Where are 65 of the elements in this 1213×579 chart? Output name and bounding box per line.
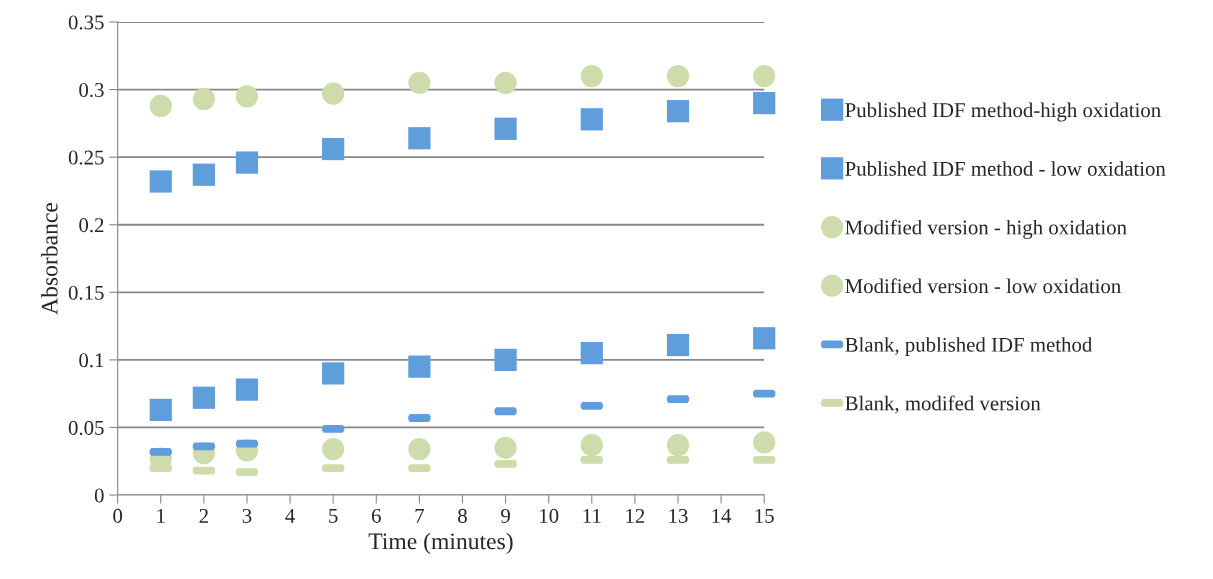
y-tick-label: 0.2 <box>79 218 104 233</box>
point <box>149 170 172 193</box>
x-axis-title: Time (minutes) <box>368 532 513 555</box>
x-tick-label: 5 <box>329 509 338 523</box>
point <box>753 431 776 454</box>
point <box>753 327 776 350</box>
x-tick-label: 11 <box>583 508 601 523</box>
y-tick-label: 0.15 <box>68 285 104 300</box>
y-axis-title: Absorbance <box>41 202 58 315</box>
point <box>494 436 517 459</box>
point <box>408 71 431 94</box>
x-tick-label: 9 <box>501 508 510 523</box>
x-tick-label: 2 <box>199 508 208 523</box>
x-tick-label: 3 <box>242 508 252 523</box>
point <box>580 108 603 131</box>
point <box>322 437 345 461</box>
legend-label: Published IDF method - low oxidation <box>845 161 1166 176</box>
x-tick-label: 12 <box>626 508 645 523</box>
legend-label: Blank, published IDF method <box>845 337 1093 357</box>
legend-label: Modified version - high oxidation <box>845 219 1127 239</box>
legend-label: Modified version - low oxidation <box>845 278 1121 294</box>
point <box>666 433 690 457</box>
point <box>192 87 215 111</box>
x-tick-label: 13 <box>669 508 688 523</box>
point <box>235 151 259 174</box>
point <box>192 386 215 409</box>
legend-label: Published IDF method-high oxidation <box>845 102 1161 122</box>
y-tick-label: 0.3 <box>79 82 104 98</box>
x-tick-label: 8 <box>458 508 467 523</box>
point <box>322 362 345 385</box>
point <box>666 333 690 357</box>
point <box>753 64 776 88</box>
point <box>753 91 776 115</box>
point <box>408 355 431 378</box>
legend-label: Blank, modifed version <box>845 395 1041 414</box>
x-tick-label: 10 <box>540 508 559 523</box>
point <box>580 342 603 365</box>
point <box>666 64 690 88</box>
point <box>580 64 603 88</box>
x-tick-label: 15 <box>755 508 774 523</box>
point <box>494 348 517 371</box>
point <box>149 398 172 422</box>
x-tick-label: 7 <box>415 509 424 523</box>
x-tick-label: 1 <box>157 508 165 523</box>
point <box>494 117 517 140</box>
point <box>322 82 345 105</box>
point <box>235 378 259 401</box>
point <box>322 137 345 161</box>
point <box>192 163 215 186</box>
point <box>408 437 431 461</box>
point <box>580 433 603 457</box>
point <box>494 71 517 94</box>
point <box>235 85 259 108</box>
y-tick-label: 0.05 <box>68 420 104 435</box>
x-tick-label: 6 <box>371 508 381 523</box>
y-tick-label: 0.1 <box>79 353 104 368</box>
x-tick-label: 4 <box>285 508 295 523</box>
y-tick-label: 0 <box>94 488 104 503</box>
y-tick-label: 0.25 <box>68 150 104 165</box>
point <box>149 94 172 117</box>
y-tick-label: 0.35 <box>68 15 104 30</box>
point <box>408 127 431 150</box>
x-tick-label: 0 <box>113 508 123 523</box>
x-tick-label: 14 <box>712 508 732 523</box>
point <box>666 100 690 123</box>
